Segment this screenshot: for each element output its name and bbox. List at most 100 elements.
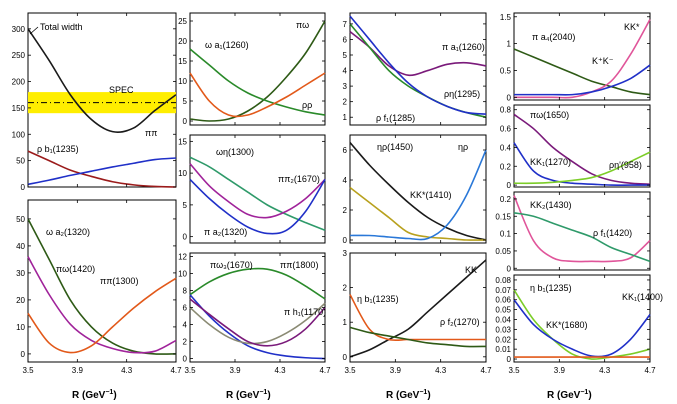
- ytick-label-p9: 1: [507, 40, 512, 49]
- label-pipi-1300: ππ(1300): [100, 276, 138, 286]
- series-line-p9-0: [513, 48, 651, 96]
- ytick-label-p2: 40: [16, 242, 25, 251]
- ytick-label-p4: 0: [183, 233, 188, 242]
- ytick-label-p10: 0.8: [500, 106, 512, 115]
- ytick-label-p12: 0.01: [495, 345, 511, 354]
- series-line-p6-2: [349, 15, 487, 115]
- label-pi-omega-1420: πω(1420): [56, 264, 95, 274]
- frame-p3: [189, 12, 326, 126]
- ytick-label-p5: 10: [178, 269, 187, 278]
- ytick-label-p5: 4: [183, 321, 188, 330]
- ytick-label-p1: 50: [16, 157, 25, 166]
- xtick-label: 4.3: [121, 366, 133, 375]
- xtick-label: 4.7: [644, 366, 656, 375]
- ytick-label-p4: 10: [178, 169, 187, 178]
- xtick-label: 4.3: [435, 366, 447, 375]
- ytick-label-p4: 5: [183, 201, 188, 210]
- series-line-p7-1: [349, 186, 487, 241]
- ytick-label-p11: 0.15: [495, 212, 511, 221]
- xtick-label: 3.9: [554, 366, 566, 375]
- ytick-label-p8: 1: [343, 318, 348, 327]
- ytick-label-p7: 0: [343, 236, 348, 245]
- frame-p10: [513, 104, 651, 188]
- ytick-label-p3: 15: [178, 57, 187, 66]
- xlabel-col0: R (GeV−1): [72, 389, 117, 401]
- series-line-p10-0: [513, 113, 651, 185]
- ytick-label-p12: 0.04: [495, 315, 511, 324]
- ytick-label-p5: 8: [183, 286, 188, 295]
- label-pipi: ππ: [145, 128, 157, 138]
- label-rho-f2: ρ f₂(1270): [440, 317, 480, 327]
- series-line-p2-0: [27, 218, 177, 355]
- series-line-p5-2: [189, 302, 326, 345]
- series-line-p6-1: [349, 23, 487, 118]
- ytick-label-p3: 5: [183, 97, 188, 106]
- label-eta-b1-1235: η b₁(1235): [530, 283, 572, 293]
- label-pi-a2: π a₂(1320): [204, 227, 247, 237]
- label-rho-f1-1420: ρ f₁(1420): [593, 228, 632, 238]
- ytick-label-p1: 250: [12, 51, 26, 60]
- xtick-label: 3.9: [72, 366, 84, 375]
- label-omega-a2: ω a₂(1320): [46, 227, 90, 237]
- series-line-p3-0: [189, 20, 326, 122]
- ytick-label-p2: 20: [16, 296, 25, 305]
- series-line-p5-3: [189, 298, 326, 347]
- series-line-p4-1: [189, 163, 326, 219]
- xtick-label: 4.7: [319, 366, 331, 375]
- label-pi-omega-1650: πω(1650): [530, 110, 569, 120]
- series-line-p6-0: [349, 31, 487, 77]
- label-kkstar-1680: KK*(1680): [546, 320, 588, 330]
- frame-p2: [27, 199, 177, 363]
- ytick-label-p6: 5: [343, 51, 348, 60]
- label-rho-rho: ρρ: [302, 100, 312, 110]
- series-line-p10-2: [513, 151, 651, 185]
- panel-frames: [27, 12, 651, 363]
- frame-p9: [513, 12, 651, 101]
- ytick-label-p2: 0: [21, 350, 26, 359]
- xlabel-col2: R (GeV−1): [386, 389, 431, 401]
- series-line-p10-1: [513, 142, 650, 186]
- ytick-label-p10: 0: [507, 181, 512, 190]
- series-line-p7-0: [349, 141, 487, 241]
- series-line-p8-1: [349, 294, 486, 342]
- xtick-label: 4.7: [170, 366, 182, 375]
- label-kkstar-1410: KK*(1410): [410, 190, 452, 200]
- label-eta-rho-1450: ηρ(1450): [377, 142, 413, 152]
- ytick-label-p2: 50: [16, 215, 25, 224]
- arrow-total-width: [29, 26, 39, 35]
- label-rho-eta-prime: ρη'(958): [609, 160, 642, 170]
- label-pi-omega: πω: [296, 20, 309, 30]
- ytick-label-p6: 4: [343, 67, 348, 76]
- ytick-label-p8: 3: [343, 249, 348, 258]
- label-kkstar: KK*: [624, 22, 640, 32]
- ytick-label-p3: 10: [178, 77, 187, 86]
- series-line-p8-0: [349, 259, 487, 358]
- ytick-label-p5: 2: [183, 338, 188, 347]
- panel-labels: Total width SPEC ρ b₁(1235) ππ ω a₂(1320…: [29, 20, 663, 401]
- xtick-label: 3.9: [390, 366, 402, 375]
- series-line-p9-1: [513, 19, 651, 99]
- ytick-label-p12: 0.06: [495, 296, 511, 305]
- ytick-label-p1: 0: [21, 183, 26, 192]
- series-line-p5-1: [189, 294, 326, 360]
- ytick-label-p11: 0: [507, 264, 512, 273]
- xtick-label: 4.3: [274, 366, 286, 375]
- ytick-label-p6: 6: [343, 35, 348, 44]
- ytick-label-p3: 25: [178, 17, 187, 26]
- series-line-p5-0: [189, 267, 326, 300]
- label-omega-a1: ω a₁(1260): [205, 40, 249, 50]
- series-line-p2-2: [27, 277, 177, 354]
- xlabel-col1: R (GeV−1): [226, 389, 271, 401]
- ytick-label-p3: 0: [183, 117, 188, 126]
- label-pi-a1: π a₁(1260): [442, 42, 485, 52]
- ytick-label-p7: 4: [343, 176, 348, 185]
- ytick-label-p11: 0.2: [500, 195, 512, 204]
- ytick-label-p10: 0.2: [500, 162, 512, 171]
- ytick-label-p9: 0: [507, 93, 512, 102]
- ytick-label-p12: 0.02: [495, 335, 511, 344]
- ytick-label-p8: 2: [343, 284, 348, 293]
- xtick-label: 4.3: [599, 366, 611, 375]
- ytick-label-p7: 6: [343, 146, 348, 155]
- series-line-p1-1: [27, 150, 177, 188]
